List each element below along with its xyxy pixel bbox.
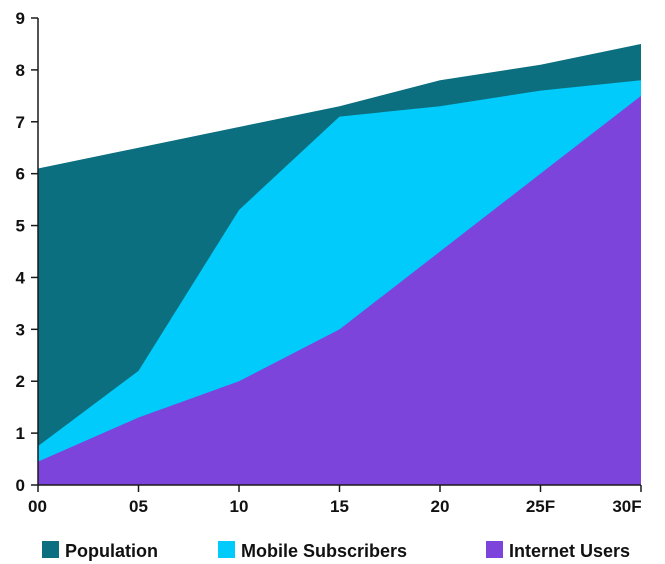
x-axis-ticks: 00 05 10 15 20 25F 30F [28, 485, 642, 516]
legend-label-mobile-subscribers: Mobile Subscribers [241, 541, 407, 561]
y-tick-label-7: 7 [16, 113, 25, 132]
x-tick-label-15: 15 [330, 497, 349, 516]
y-tick-label-3: 3 [16, 320, 25, 339]
y-tick-label-6: 6 [16, 165, 25, 184]
y-tick-label-2: 2 [16, 372, 25, 391]
x-tick-label-30f: 30F [612, 497, 641, 516]
area-internet-users [38, 95, 641, 485]
x-tick-label-00: 00 [28, 497, 47, 516]
y-axis-ticks: 0 1 2 3 4 5 6 7 8 9 [16, 9, 38, 495]
legend-swatch-population [42, 541, 59, 558]
area-series-group [38, 43, 641, 486]
x-tick-label-05: 05 [129, 497, 148, 516]
x-tick-label-20: 20 [431, 497, 450, 516]
x-tick-label-25f: 25F [526, 497, 555, 516]
legend-label-internet-users: Internet Users [509, 541, 630, 561]
y-tick-label-4: 4 [16, 268, 26, 287]
y-tick-label-8: 8 [16, 61, 25, 80]
y-tick-label-5: 5 [16, 217, 25, 236]
legend-swatch-internet-users [486, 541, 503, 558]
x-tick-label-10: 10 [230, 497, 249, 516]
legend: Population Mobile Subscribers Internet Use… [42, 541, 630, 561]
legend-label-population: Population [65, 541, 158, 561]
legend-swatch-mobile-subscribers [218, 541, 235, 558]
y-tick-label-0: 0 [16, 476, 25, 495]
y-tick-label-9: 9 [16, 9, 25, 28]
y-tick-label-1: 1 [16, 424, 25, 443]
